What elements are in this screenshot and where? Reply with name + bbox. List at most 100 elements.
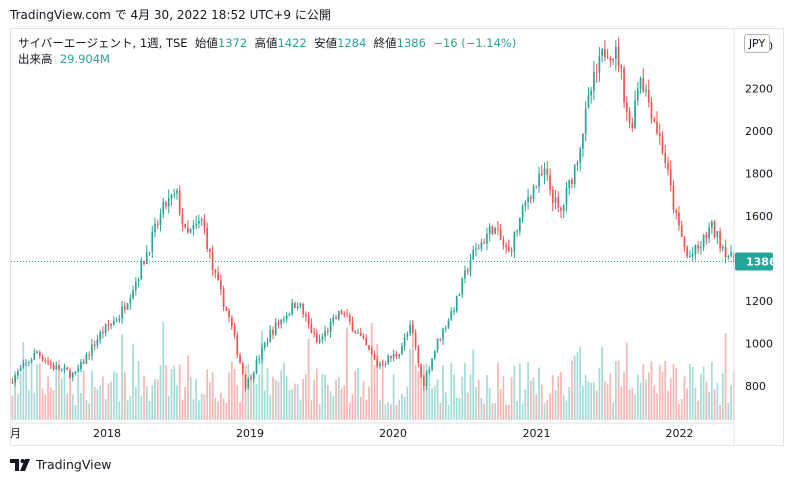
candle-body <box>66 367 69 371</box>
volume-bar <box>636 374 639 420</box>
candle-body <box>25 362 27 364</box>
candle-body <box>686 247 689 257</box>
volume-bar <box>436 379 439 420</box>
volume-bar <box>63 365 66 420</box>
candle-body <box>705 234 708 239</box>
volume-bar <box>711 362 713 420</box>
volume-bar <box>439 402 442 420</box>
volume-bar <box>115 372 118 420</box>
currency-button[interactable]: JPY <box>744 34 770 53</box>
candle-body <box>571 179 573 185</box>
volume-bar <box>625 342 628 420</box>
candle-body <box>55 365 58 370</box>
candle-body <box>433 350 436 359</box>
volume-bar <box>52 390 55 420</box>
candle-body <box>612 58 614 61</box>
tradingview-logo-icon <box>10 458 30 471</box>
candle-body <box>667 162 669 170</box>
candle-body <box>261 347 263 360</box>
candle-body <box>33 352 36 360</box>
volume-bar <box>244 365 247 420</box>
volume-bar <box>176 385 178 420</box>
volume-bar <box>721 373 724 420</box>
volume-bar <box>346 327 348 420</box>
volume-bar <box>332 396 335 420</box>
volume-bar <box>121 334 123 420</box>
volume-bar <box>66 393 69 420</box>
volume-bar <box>477 379 480 420</box>
candle-body <box>628 111 631 124</box>
volume-bar <box>324 374 326 420</box>
candle-body <box>165 201 167 207</box>
volume-bar <box>598 368 601 420</box>
volume-bar <box>22 341 25 420</box>
candle-body <box>362 335 365 339</box>
volume-bar <box>656 393 658 420</box>
volume-bar <box>285 376 288 420</box>
candle-body <box>162 201 165 215</box>
volume-bar <box>551 375 554 420</box>
candle-body <box>401 346 403 355</box>
candle-body <box>44 360 47 362</box>
candle-body <box>272 329 274 335</box>
candle-body <box>513 231 516 252</box>
volume-bar <box>639 382 642 420</box>
volume-bar <box>274 379 277 420</box>
candle-body <box>154 224 156 232</box>
candle-body <box>538 173 540 187</box>
volume-bar <box>255 384 258 420</box>
volume-bar <box>524 389 527 420</box>
candle-body <box>252 372 255 379</box>
change-value: −16 (−1.14%) <box>433 36 517 50</box>
candle-body <box>110 324 112 326</box>
volume-bar <box>252 371 255 420</box>
candle-body <box>623 68 625 103</box>
volume-bar <box>329 391 332 420</box>
candle-body <box>129 298 132 304</box>
volume-bar <box>162 321 165 420</box>
volume-bar <box>513 365 516 420</box>
candle-body <box>324 330 326 337</box>
volume-bar <box>595 390 598 420</box>
candle-body <box>156 224 159 226</box>
candle-body <box>151 231 154 253</box>
volume-bar <box>365 399 368 420</box>
volume-bar <box>623 371 625 420</box>
volume-bar <box>689 364 691 420</box>
candle-body <box>565 187 568 206</box>
volume-bar <box>269 394 272 420</box>
footer-brand[interactable]: TradingView <box>10 457 112 472</box>
candle-body <box>620 65 623 69</box>
candle-body <box>702 234 705 248</box>
volume-bar <box>362 381 365 420</box>
candle-body <box>181 213 184 224</box>
candle-body <box>241 363 244 375</box>
volume-bar <box>310 400 313 420</box>
candle-body <box>17 371 19 376</box>
candle-body <box>318 339 321 343</box>
volume-bar <box>134 387 137 420</box>
candle-body <box>466 270 469 272</box>
candle-body <box>209 249 211 252</box>
volume-bar <box>392 374 395 420</box>
candle-body <box>497 228 499 230</box>
volume-bar <box>502 376 505 420</box>
candle-body <box>187 227 189 233</box>
volume-bar <box>126 400 129 420</box>
volume-bar <box>359 396 362 420</box>
candle-body <box>505 244 507 247</box>
candle-body <box>721 246 724 249</box>
volume-bar <box>299 399 302 420</box>
candle-body <box>263 343 266 348</box>
candle-body <box>373 354 376 360</box>
candle-body <box>697 245 699 249</box>
candle-body <box>636 88 639 101</box>
candle-body <box>392 354 395 359</box>
volume-bar <box>571 360 573 420</box>
y-tick-label: 2200 <box>745 83 773 96</box>
candle-body <box>302 303 304 315</box>
volume-bar <box>41 388 44 420</box>
candle-body <box>36 351 38 353</box>
volume-bar <box>422 364 425 420</box>
